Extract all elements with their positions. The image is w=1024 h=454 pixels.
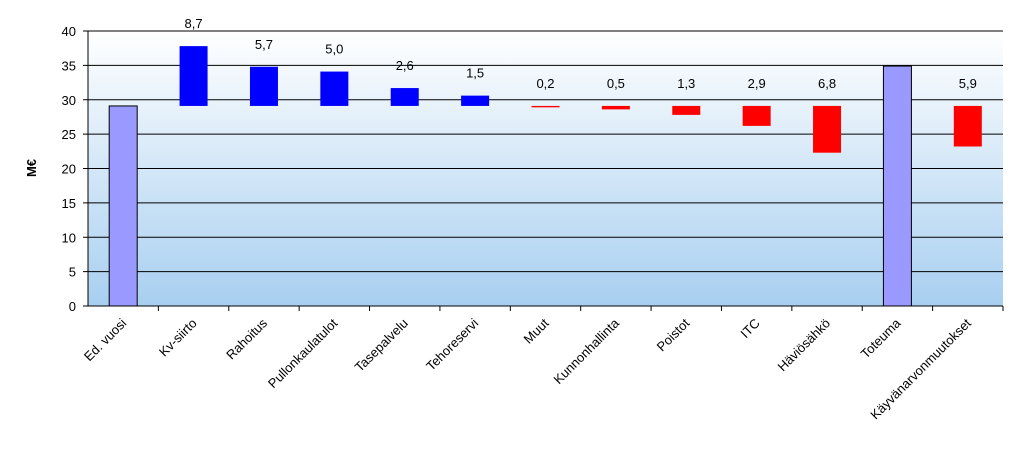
value-label: 5,0 <box>325 42 343 57</box>
x-tick-label: Pullonkaulatulot <box>265 315 341 391</box>
y-axis-label: M€ <box>24 159 39 177</box>
x-tick-label: Toteuma <box>858 315 904 361</box>
y-tick-label: 15 <box>62 196 76 211</box>
x-tick-label: Tasepalvelu <box>352 316 411 375</box>
x-tick-label: Rahoitus <box>223 315 270 362</box>
bar <box>672 105 701 115</box>
x-tick-label: Kunnonhallinta <box>551 315 623 387</box>
y-tick-label: 35 <box>62 58 76 73</box>
bar <box>742 105 771 126</box>
bar <box>179 46 208 106</box>
value-label: 0,2 <box>536 76 554 91</box>
value-label: 5,7 <box>255 37 273 52</box>
bar <box>249 66 278 106</box>
x-tick-label: Häviösähkö <box>775 316 834 375</box>
value-label: 8,7 <box>185 16 203 31</box>
y-tick-label: 5 <box>69 265 76 280</box>
bar <box>461 95 490 106</box>
x-tick-label: Muut <box>521 315 552 346</box>
value-label: 5,9 <box>959 76 977 91</box>
bar <box>813 105 842 153</box>
value-label: 1,5 <box>466 66 484 81</box>
y-tick-label: 40 <box>62 24 76 39</box>
bar <box>601 105 630 110</box>
x-tick-label: ITC <box>737 316 762 341</box>
x-tick-label: Kv-siirto <box>156 316 200 360</box>
y-tick-label: 30 <box>62 93 76 108</box>
bar <box>882 65 912 307</box>
x-tick-label: Poistot <box>654 315 693 354</box>
value-label: 6,8 <box>818 76 836 91</box>
bar <box>531 105 560 108</box>
bar <box>108 105 138 307</box>
y-tick-label: 25 <box>62 127 76 142</box>
value-label: 0,5 <box>607 76 625 91</box>
y-tick-label: 0 <box>69 299 76 314</box>
y-tick-label: 20 <box>62 162 76 177</box>
value-label: 2,9 <box>748 76 766 91</box>
x-tick-label: Ed. vuosi <box>81 315 129 363</box>
bar <box>320 71 349 106</box>
bar <box>953 105 982 147</box>
y-tick-label: 10 <box>62 230 76 245</box>
bar <box>390 88 419 106</box>
x-tick-label: Tehoreservi <box>423 315 481 373</box>
value-label: 2,6 <box>396 58 414 73</box>
value-label: 1,3 <box>677 76 695 91</box>
